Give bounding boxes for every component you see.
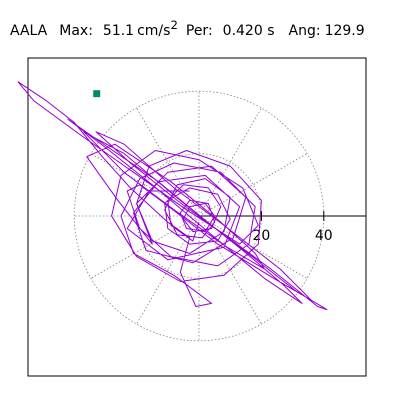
max-value: 51.1 xyxy=(102,22,135,39)
max-label: Max: xyxy=(59,22,93,39)
motion-trace-line xyxy=(17,81,328,311)
radial-axis: 20 40 xyxy=(199,211,366,244)
angle-value: 129.9 xyxy=(324,22,365,39)
radial-tick-label: 40 xyxy=(315,228,333,244)
max-unit: cm/s2 xyxy=(137,18,178,39)
radial-tick-label: 20 xyxy=(252,228,270,244)
angle-label: Ang: xyxy=(288,22,321,39)
plot-frame xyxy=(27,57,367,377)
max-unit-exponent: 2 xyxy=(170,18,178,32)
period-label: Per: xyxy=(185,22,213,39)
motion-trace xyxy=(17,81,328,311)
max-unit-base: cm/s xyxy=(137,22,171,39)
station-code: AALA xyxy=(10,22,48,39)
max-point-marker-group xyxy=(93,90,101,98)
chart-header: AALA Max: 51.1 cm/s2 Per: 0.420 s Ang: 129.9 xyxy=(10,18,365,39)
max-point-marker xyxy=(93,90,101,98)
period-value: 0.420 s xyxy=(222,22,275,39)
